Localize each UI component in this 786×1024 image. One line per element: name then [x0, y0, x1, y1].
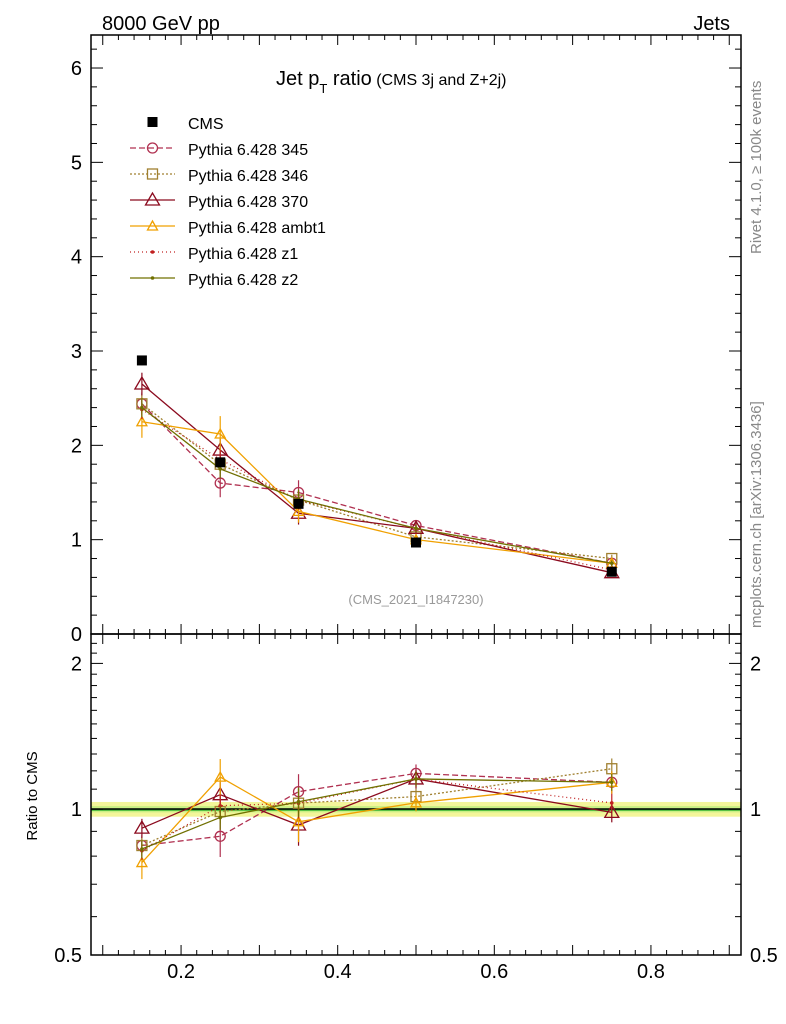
- series-line-1: [141, 403, 612, 560]
- ratio-y-tick-label-right: 0.5: [750, 945, 778, 967]
- y-tick-label: 5: [71, 152, 82, 174]
- ratio-point-3-0: [135, 856, 149, 868]
- chart-title: Jet pT ratio (CMS 3j and Z+2j): [276, 68, 507, 96]
- series-point-3-2: [292, 505, 305, 517]
- ratio-axis-label: Ratio to CMS: [24, 751, 41, 840]
- ratio-point-5-1: [218, 815, 223, 820]
- legend: CMS Pythia 6.428 345 Pythia 6.428 346 Pythi…: [130, 116, 326, 289]
- data-points: [136, 355, 617, 577]
- series-point-5-0: [140, 405, 144, 410]
- data-point-2: [293, 498, 304, 509]
- legend-marker-3: [146, 219, 159, 231]
- legend-marker-0: [146, 142, 159, 154]
- series-main-5: [140, 398, 614, 567]
- legend-entry-0: Pythia 6.428 345: [130, 142, 308, 159]
- data-point-1: [215, 457, 226, 468]
- rivet-label: Rivet 4.1.0, ≥ 100k events: [748, 81, 765, 254]
- legend-entry-4: Pythia 6.428 z1: [130, 246, 298, 263]
- legend-label-data: CMS: [188, 116, 224, 133]
- legend-label-0: Pythia 6.428 345: [188, 142, 308, 159]
- series-point-2-0: [133, 375, 151, 390]
- y-tick-label: 1: [71, 530, 82, 552]
- legend-label-1: Pythia 6.428 346: [188, 168, 308, 185]
- series-point-3-1: [214, 427, 227, 439]
- ratio-point-4-4: [609, 801, 614, 805]
- x-tick-label: 0.4: [324, 961, 352, 983]
- mcplots-label: mcplots.cern.ch [arXiv:1306.3436]: [748, 401, 765, 628]
- header-category-label: Jets: [693, 13, 730, 35]
- ratio-y-tick-label-right: 1: [750, 799, 761, 821]
- legend-label-3: Pythia 6.428 ambt1: [188, 220, 326, 237]
- series-main-4: [140, 400, 614, 573]
- ratio-y-tick-label-left: 2: [71, 653, 82, 675]
- ratio-series-group: [133, 758, 620, 880]
- ratio-y-tick-label-left: 1: [71, 799, 82, 821]
- legend-label-5: Pythia 6.428 z2: [188, 272, 298, 289]
- legend-marker-4: [150, 250, 155, 254]
- series-point-5-4: [609, 561, 614, 566]
- header-energy-label: 8000 GeV pp: [102, 13, 220, 35]
- ratio-point-5-3: [414, 777, 418, 781]
- x-tick-label: 0.2: [167, 961, 195, 983]
- data-point-4: [606, 566, 617, 577]
- legend-entry-data: CMS: [147, 116, 224, 133]
- legend-marker-1: [146, 168, 159, 180]
- series-point-5-1: [218, 467, 223, 471]
- series-line-5: [141, 407, 612, 564]
- x-tick-label: 0.8: [637, 961, 665, 983]
- ratio-point-3-1: [214, 770, 227, 782]
- x-tick-label: 0.6: [480, 961, 508, 983]
- legend-label-4: Pythia 6.428 z1: [188, 246, 298, 263]
- y-tick-label: 4: [71, 247, 82, 269]
- legend-marker-5: [150, 276, 155, 280]
- ratio-point-5-0: [140, 847, 144, 851]
- data-point-3: [411, 537, 421, 548]
- analysis-label: (CMS_2021_I1847230): [348, 592, 483, 607]
- series-ratio-5: [140, 771, 614, 858]
- legend-marker-2: [144, 191, 161, 206]
- ratio-line-3: [141, 776, 612, 864]
- ratio-point-2-4: [603, 804, 620, 819]
- ratio-y-tick-label-left: 0.5: [54, 945, 82, 967]
- ratio-point-5-2: [296, 799, 301, 804]
- legend-marker-data: [147, 117, 158, 127]
- legend-entry-5: Pythia 6.428 z2: [130, 272, 298, 289]
- series-line-2: [141, 383, 612, 574]
- series-line-4: [141, 408, 612, 571]
- series-line-0: [141, 403, 612, 564]
- series-main-2: [133, 372, 620, 579]
- axes-group: 0.2 0.4 0.6 0.8 0 1 2 3 4 5 6 0.5 0.5 1 1 2 2: [54, 34, 778, 983]
- legend-entry-2: Pythia 6.428 370: [130, 191, 308, 211]
- series-main-3: [135, 405, 618, 568]
- legend-label-2: Pythia 6.428 370: [188, 194, 308, 211]
- y-tick-label: 3: [71, 341, 82, 363]
- ratio-line-0: [141, 772, 612, 847]
- y-tick-label: 2: [71, 435, 82, 457]
- y-tick-label: 6: [71, 58, 82, 80]
- ratio-y-tick-label-right: 2: [750, 653, 761, 675]
- series-main-1: [136, 394, 618, 565]
- ratio-point-0-1: [214, 830, 226, 842]
- series-main-0: [136, 392, 618, 569]
- series-point-3-0: [135, 415, 149, 427]
- series-point-5-3: [414, 526, 418, 531]
- series-ratio-3: [135, 759, 618, 880]
- legend-entry-3: Pythia 6.428 ambt1: [130, 219, 326, 237]
- ratio-point-2-0: [133, 819, 151, 834]
- ratio-point-5-4: [609, 780, 614, 785]
- data-point-0: [136, 355, 147, 366]
- main-series-group: [133, 355, 620, 579]
- ratio-point-3-2: [292, 815, 305, 827]
- legend-entry-1: Pythia 6.428 346: [130, 168, 308, 185]
- ratio-point-3-3: [409, 796, 423, 808]
- y-tick-label: 0: [71, 624, 82, 646]
